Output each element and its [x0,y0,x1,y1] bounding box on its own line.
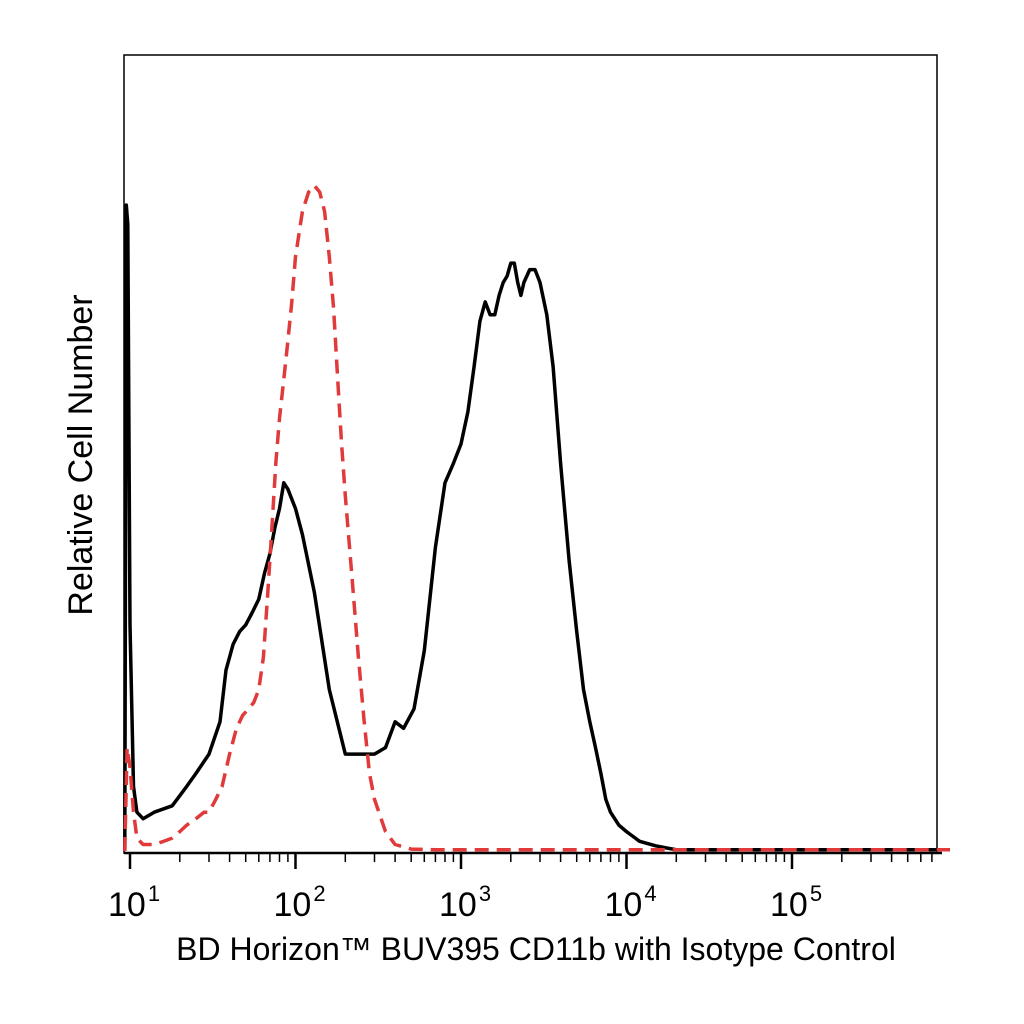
x-tick-labels: 101 102 103 104 105 [108,881,822,924]
x-tick-label: 101 [108,881,160,924]
series-line-isotype-control [123,183,950,852]
series-layer [123,183,950,852]
x-axis-title: BD Horizon™ BUV395 CD11b with Isotype Co… [176,931,896,967]
x-axis-ticks [128,853,933,869]
plot-frame [123,54,938,854]
series-line-cd11b [123,203,950,852]
x-tick-label: 104 [605,881,657,924]
y-axis-title: Relative Cell Number [62,294,100,615]
x-tick-label: 103 [439,881,491,924]
x-tick-label: 102 [274,881,326,924]
x-tick-label: 105 [770,881,822,924]
